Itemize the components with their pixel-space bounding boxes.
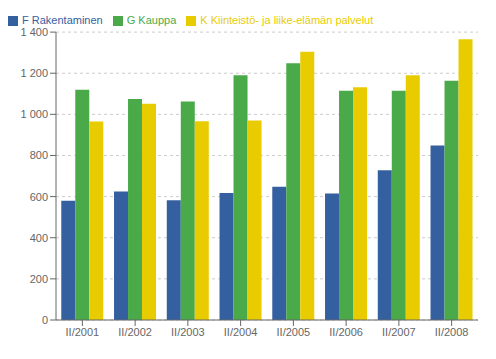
svg-text:1 200: 1 200 [20,67,48,79]
svg-text:II/2007: II/2007 [382,326,416,338]
html-text:K Kiinteistö- ja liike-elämän: K Kiinteistö- ja liike-elämän palvelut [200,14,374,26]
svg-text:1 000: 1 000 [20,108,48,120]
svg-text:II/2005: II/2005 [277,326,311,338]
svg-text:II/2008: II/2008 [435,326,469,338]
svg-text:0: 0 [42,314,48,326]
svg-text:800: 800 [30,149,48,161]
svg-text:1 400: 1 400 [20,26,48,38]
svg-text:400: 400 [30,232,48,244]
svg-text:II/2001: II/2001 [66,326,100,338]
svg-text:600: 600 [30,191,48,203]
svg-text:II/2006: II/2006 [329,326,363,338]
svg-text:II/2003: II/2003 [171,326,205,338]
html-text:G Kauppa: G Kauppa [126,14,177,26]
svg-text:II/2004: II/2004 [224,326,258,338]
svg-text:II/2002: II/2002 [118,326,152,338]
svg-text:200: 200 [30,273,48,285]
html-text:F Rakentaminen: F Rakentaminen [22,14,103,26]
